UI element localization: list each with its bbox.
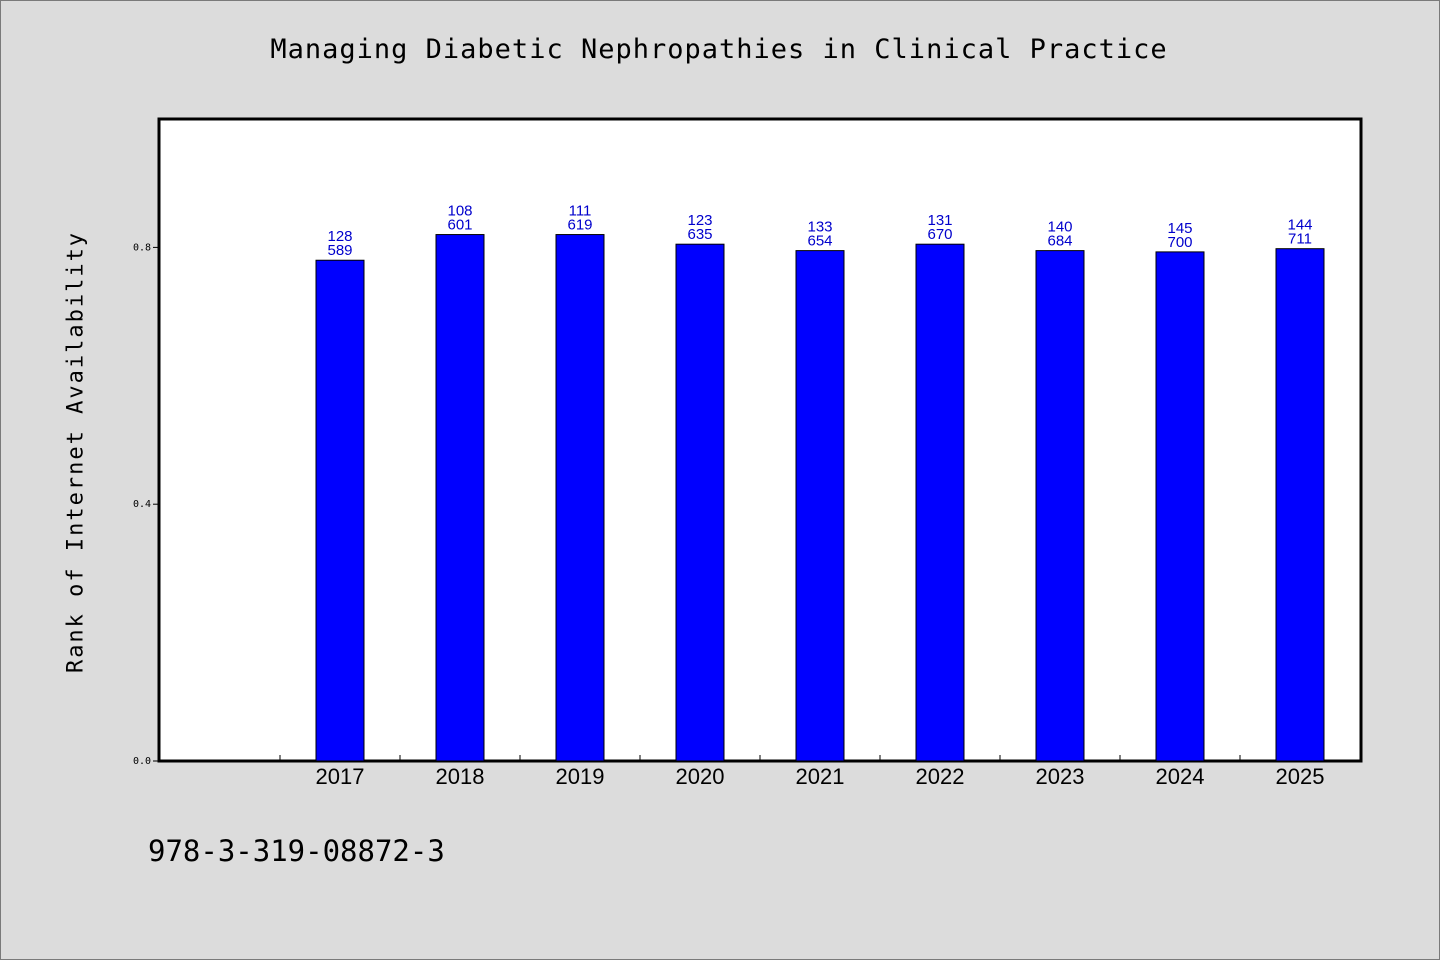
x-tick-label: 2025: [1276, 764, 1325, 789]
x-tick-label: 2022: [916, 764, 965, 789]
data-label-bottom: 700: [1167, 234, 1192, 251]
data-label-top: 131: [927, 212, 952, 229]
data-label-bottom: 619: [567, 217, 592, 234]
chart-title: Managing Diabetic Nephropathies in Clini…: [270, 34, 1168, 65]
x-tick-label: 2021: [796, 764, 845, 789]
x-tick-label: 2024: [1156, 764, 1205, 789]
bar-2022: [915, 243, 965, 762]
x-tick-label: 2020: [676, 764, 725, 789]
data-label-top: 108: [447, 203, 472, 220]
bar-2017: [315, 259, 365, 762]
y-tick-label: 0.4: [133, 499, 151, 510]
data-label-bottom: 670: [927, 226, 952, 243]
y-tick-label: 0.0: [133, 756, 151, 767]
bar-2021: [795, 250, 845, 762]
isbn-code: 978-3-319-08872-3: [148, 834, 445, 868]
data-label-top: 123: [687, 212, 712, 229]
data-label-bottom: 654: [807, 233, 832, 250]
data-label-top: 111: [569, 203, 592, 220]
data-label-top: 145: [1167, 220, 1192, 237]
data-label-top: 140: [1047, 219, 1072, 236]
data-label-bottom: 589: [327, 242, 352, 259]
x-tick-label: 2017: [316, 764, 365, 789]
bar-2025: [1275, 248, 1325, 762]
data-label-bottom: 684: [1047, 233, 1072, 250]
data-label-bottom: 635: [687, 226, 712, 243]
data-label-top: 133: [807, 219, 832, 236]
x-tick-label: 2018: [436, 764, 485, 789]
bar-2018: [435, 234, 485, 762]
x-tick-label: 2019: [556, 764, 605, 789]
bar-2023: [1035, 250, 1085, 762]
data-label-top: 128: [327, 228, 352, 245]
bar-2024: [1155, 251, 1205, 762]
bar-2020: [675, 243, 725, 762]
data-label-bottom: 601: [447, 217, 472, 234]
data-label-top: 144: [1287, 217, 1312, 234]
bar-2019: [555, 234, 605, 762]
x-tick-label: 2023: [1036, 764, 1085, 789]
y-tick-label: 0.8: [133, 242, 151, 253]
data-label-bottom: 711: [1288, 231, 1312, 248]
